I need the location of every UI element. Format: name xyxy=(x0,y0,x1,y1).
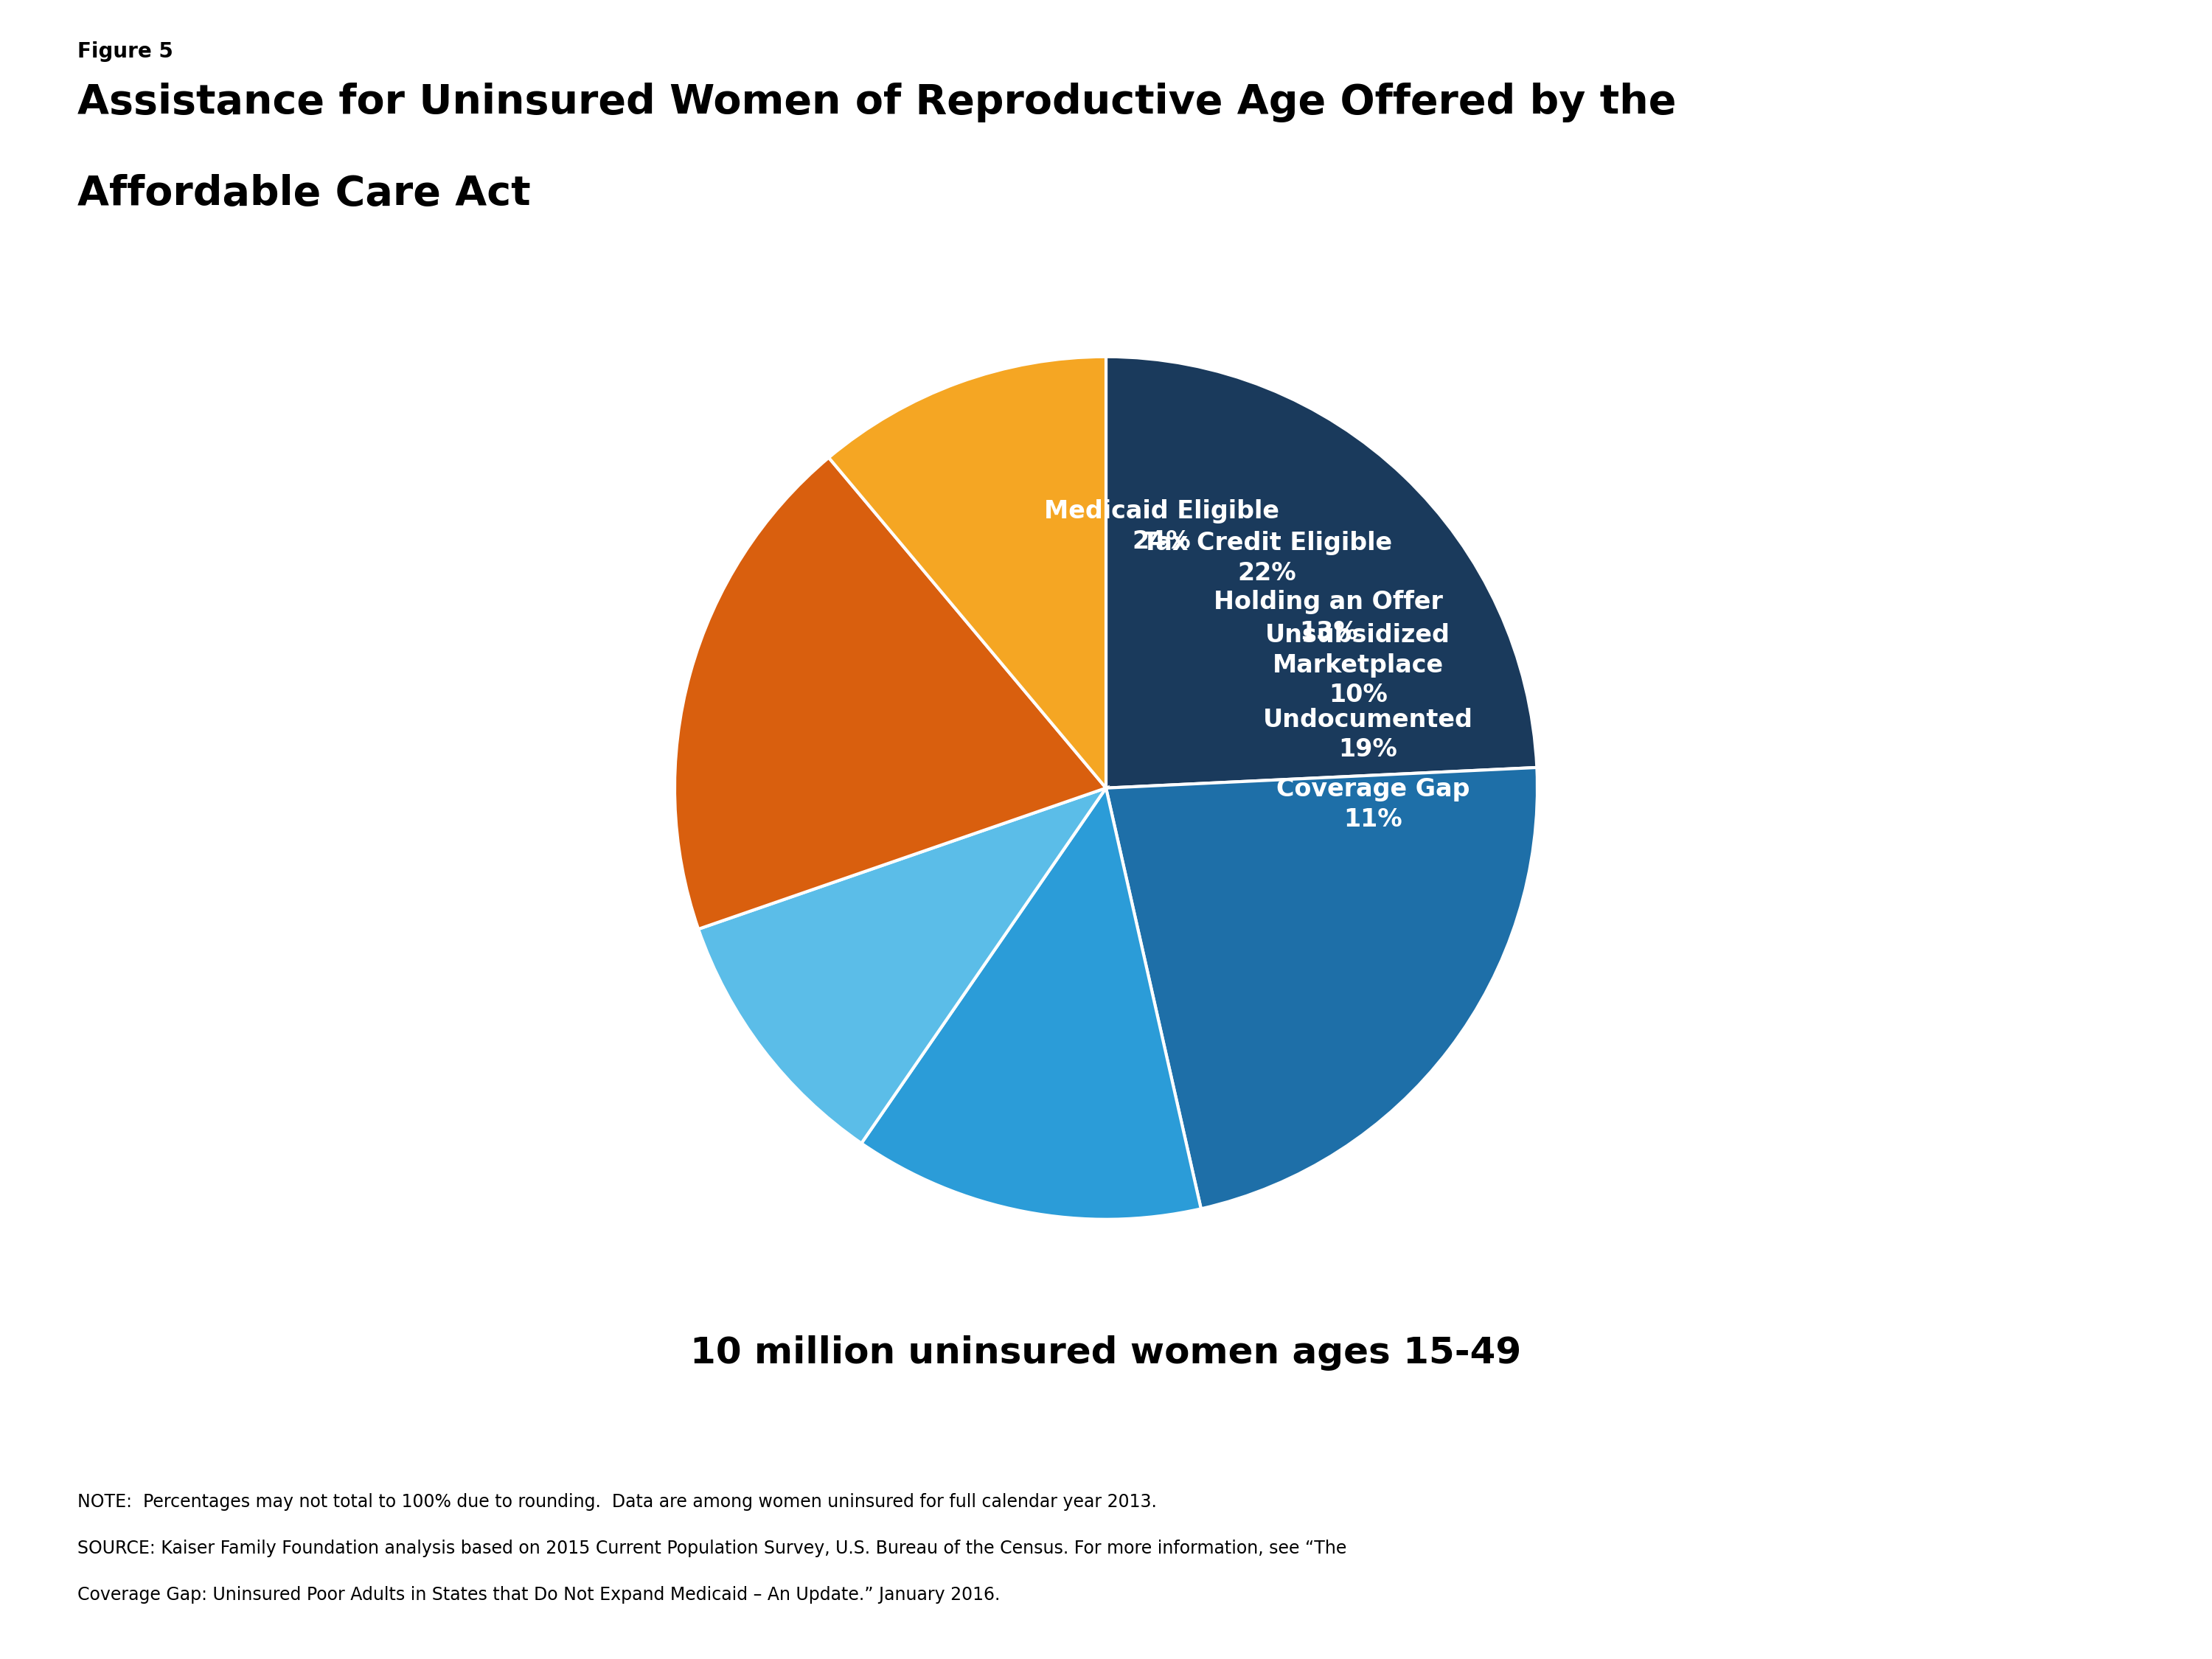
Text: THE HENRY J.: THE HENRY J. xyxy=(1991,1481,2081,1495)
Wedge shape xyxy=(860,788,1201,1219)
Text: FOUNDATION: FOUNDATION xyxy=(1995,1608,2077,1619)
Text: Undocumented
19%: Undocumented 19% xyxy=(1263,707,1473,761)
Wedge shape xyxy=(1106,357,1537,788)
Text: KAISER: KAISER xyxy=(1986,1523,2086,1546)
Wedge shape xyxy=(675,458,1106,929)
Text: Figure 5: Figure 5 xyxy=(77,41,173,61)
Text: 10 million uninsured women ages 15-49: 10 million uninsured women ages 15-49 xyxy=(690,1335,1522,1370)
Text: Unsubsidized
Marketplace
10%: Unsubsidized Marketplace 10% xyxy=(1265,622,1451,707)
Text: Holding an Offer
13%: Holding an Offer 13% xyxy=(1214,591,1442,645)
Text: FAMILY: FAMILY xyxy=(1997,1556,2075,1576)
Text: Coverage Gap: Uninsured Poor Adults in States that Do Not Expand Medicaid – An U: Coverage Gap: Uninsured Poor Adults in S… xyxy=(77,1586,1000,1604)
Text: Medicaid Eligible
24%: Medicaid Eligible 24% xyxy=(1044,499,1279,554)
Wedge shape xyxy=(1106,768,1537,1209)
Wedge shape xyxy=(699,788,1106,1143)
Wedge shape xyxy=(830,357,1106,788)
Text: Assistance for Uninsured Women of Reproductive Age Offered by the: Assistance for Uninsured Women of Reprod… xyxy=(77,83,1677,123)
Text: Coverage Gap
11%: Coverage Gap 11% xyxy=(1276,776,1469,831)
Text: NOTE:  Percentages may not total to 100% due to rounding.  Data are among women : NOTE: Percentages may not total to 100% … xyxy=(77,1493,1157,1511)
Text: Affordable Care Act: Affordable Care Act xyxy=(77,174,531,214)
Text: Tax Credit Eligible
22%: Tax Credit Eligible 22% xyxy=(1141,531,1391,586)
Text: SOURCE: Kaiser Family Foundation analysis based on 2015 Current Population Surve: SOURCE: Kaiser Family Foundation analysi… xyxy=(77,1540,1347,1558)
